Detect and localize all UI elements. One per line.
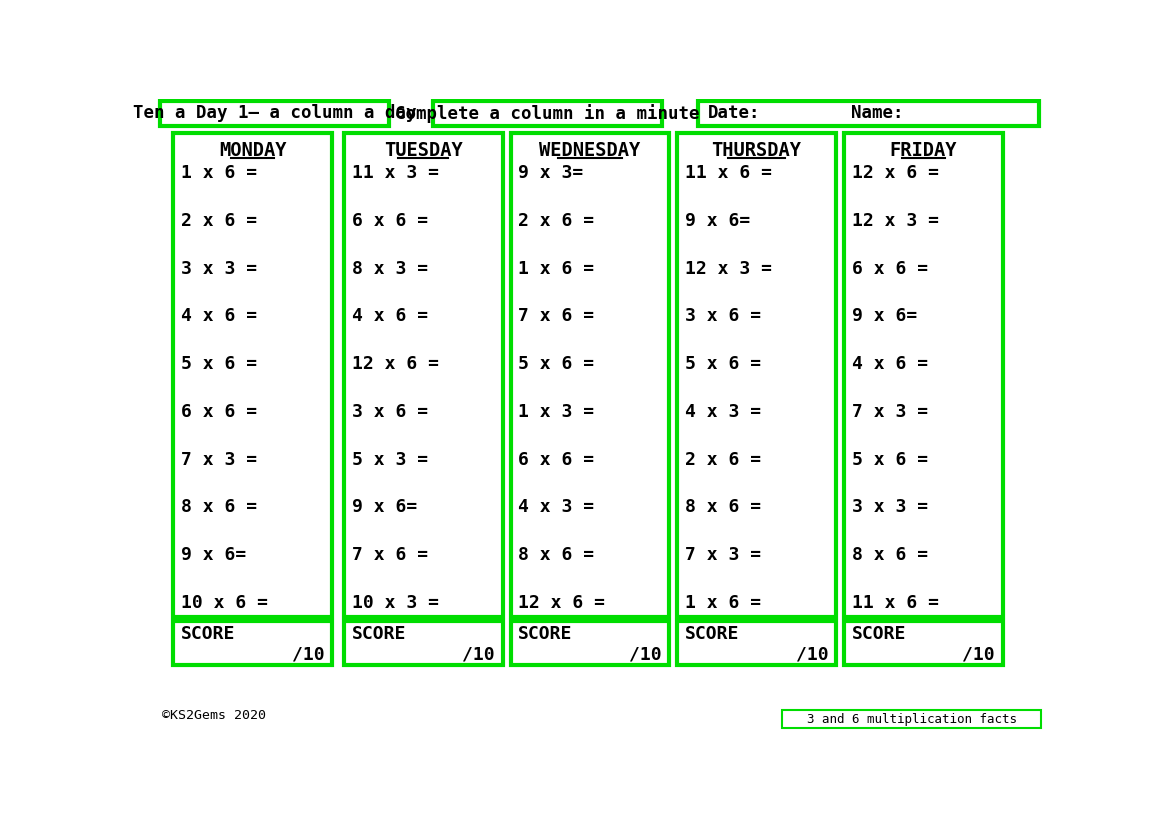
Text: 4 x 3 =: 4 x 3 = [684,403,760,421]
Text: 8 x 6 =: 8 x 6 = [852,546,928,564]
Text: WEDNESDAY: WEDNESDAY [539,141,640,160]
Text: 11 x 3 =: 11 x 3 = [352,165,439,182]
Text: /10: /10 [462,645,495,663]
Bar [677,133,837,617]
Text: SCORE: SCORE [852,624,906,643]
Text: 10 x 3 =: 10 x 3 = [352,594,439,612]
Text: 9 x 6=: 9 x 6= [684,212,750,230]
Bar [344,620,503,665]
Bar [344,133,503,617]
Text: SCORE: SCORE [181,624,235,643]
Text: 8 x 6 =: 8 x 6 = [518,546,594,564]
Text: 7 x 6 =: 7 x 6 = [352,546,428,564]
Text: 8 x 6 =: 8 x 6 = [181,499,257,516]
Text: 5 x 3 =: 5 x 3 = [352,451,428,469]
Bar [698,101,1039,127]
Bar [677,620,837,665]
Text: 12 x 6 =: 12 x 6 = [852,165,938,182]
Text: 9 x 6=: 9 x 6= [352,499,417,516]
Text: /10: /10 [796,645,828,663]
Text: 11 x 6 =: 11 x 6 = [684,165,772,182]
Text: 3 x 3 =: 3 x 3 = [852,499,928,516]
Text: /10: /10 [291,645,324,663]
Text: Name:: Name: [852,104,904,122]
Text: 3 x 3 =: 3 x 3 = [181,260,257,278]
Bar [160,101,388,127]
Text: 7 x 3 =: 7 x 3 = [852,403,928,421]
Bar [173,620,332,665]
Text: 7 x 3 =: 7 x 3 = [684,546,760,564]
Text: 4 x 6 =: 4 x 6 = [181,308,257,325]
Text: 6 x 6 =: 6 x 6 = [852,260,928,278]
Bar [510,133,669,617]
Text: /10: /10 [629,645,661,663]
Text: Complete a column in a minute: Complete a column in a minute [395,104,700,123]
Text: 5 x 6 =: 5 x 6 = [684,355,760,373]
Text: 10 x 6 =: 10 x 6 = [181,594,268,612]
Text: 7 x 6 =: 7 x 6 = [518,308,594,325]
Text: 6 x 6 =: 6 x 6 = [181,403,257,421]
Text: 8 x 6 =: 8 x 6 = [684,499,760,516]
Text: THURSDAY: THURSDAY [711,141,801,160]
Text: 3 x 6 =: 3 x 6 = [352,403,428,421]
Text: FRIDAY: FRIDAY [889,141,957,160]
Text: 9 x 6=: 9 x 6= [852,308,917,325]
Bar [510,620,669,665]
Text: SCORE: SCORE [518,624,572,643]
Bar [173,133,332,617]
Text: 9 x 6=: 9 x 6= [181,546,247,564]
Text: SCORE: SCORE [684,624,739,643]
Bar [844,620,1003,665]
Text: 6 x 6 =: 6 x 6 = [518,451,594,469]
Text: Date:: Date: [708,104,761,122]
Text: 4 x 6 =: 4 x 6 = [852,355,928,373]
Text: 9 x 3=: 9 x 3= [518,165,584,182]
Text: SCORE: SCORE [352,624,406,643]
Text: Ten a Day 1— a column a day: Ten a Day 1— a column a day [132,104,417,122]
Text: 1 x 6 =: 1 x 6 = [181,165,257,182]
Text: 4 x 6 =: 4 x 6 = [352,308,428,325]
Bar [433,101,661,127]
Text: TUESDAY: TUESDAY [384,141,462,160]
Text: 12 x 3 =: 12 x 3 = [684,260,772,278]
Text: 5 x 6 =: 5 x 6 = [181,355,257,373]
Text: 5 x 6 =: 5 x 6 = [852,451,928,469]
Text: 5 x 6 =: 5 x 6 = [518,355,594,373]
Text: 3 x 6 =: 3 x 6 = [684,308,760,325]
Text: 12 x 3 =: 12 x 3 = [852,212,938,230]
Text: 3 and 6 multiplication facts: 3 and 6 multiplication facts [806,713,1017,725]
Text: 1 x 3 =: 1 x 3 = [518,403,594,421]
Text: 2 x 6 =: 2 x 6 = [684,451,760,469]
Text: 4 x 3 =: 4 x 3 = [518,499,594,516]
Bar [782,710,1041,729]
Text: 2 x 6 =: 2 x 6 = [518,212,594,230]
Bar [844,133,1003,617]
Text: 6 x 6 =: 6 x 6 = [352,212,428,230]
Text: 12 x 6 =: 12 x 6 = [518,594,605,612]
Text: 2 x 6 =: 2 x 6 = [181,212,257,230]
Text: 1 x 6 =: 1 x 6 = [518,260,594,278]
Text: ©KS2Gems 2020: ©KS2Gems 2020 [161,710,266,722]
Text: 11 x 6 =: 11 x 6 = [852,594,938,612]
Text: 12 x 6 =: 12 x 6 = [352,355,439,373]
Text: 1 x 6 =: 1 x 6 = [684,594,760,612]
Text: 7 x 3 =: 7 x 3 = [181,451,257,469]
Text: MONDAY: MONDAY [219,141,287,160]
Text: /10: /10 [962,645,994,663]
Text: 8 x 3 =: 8 x 3 = [352,260,428,278]
